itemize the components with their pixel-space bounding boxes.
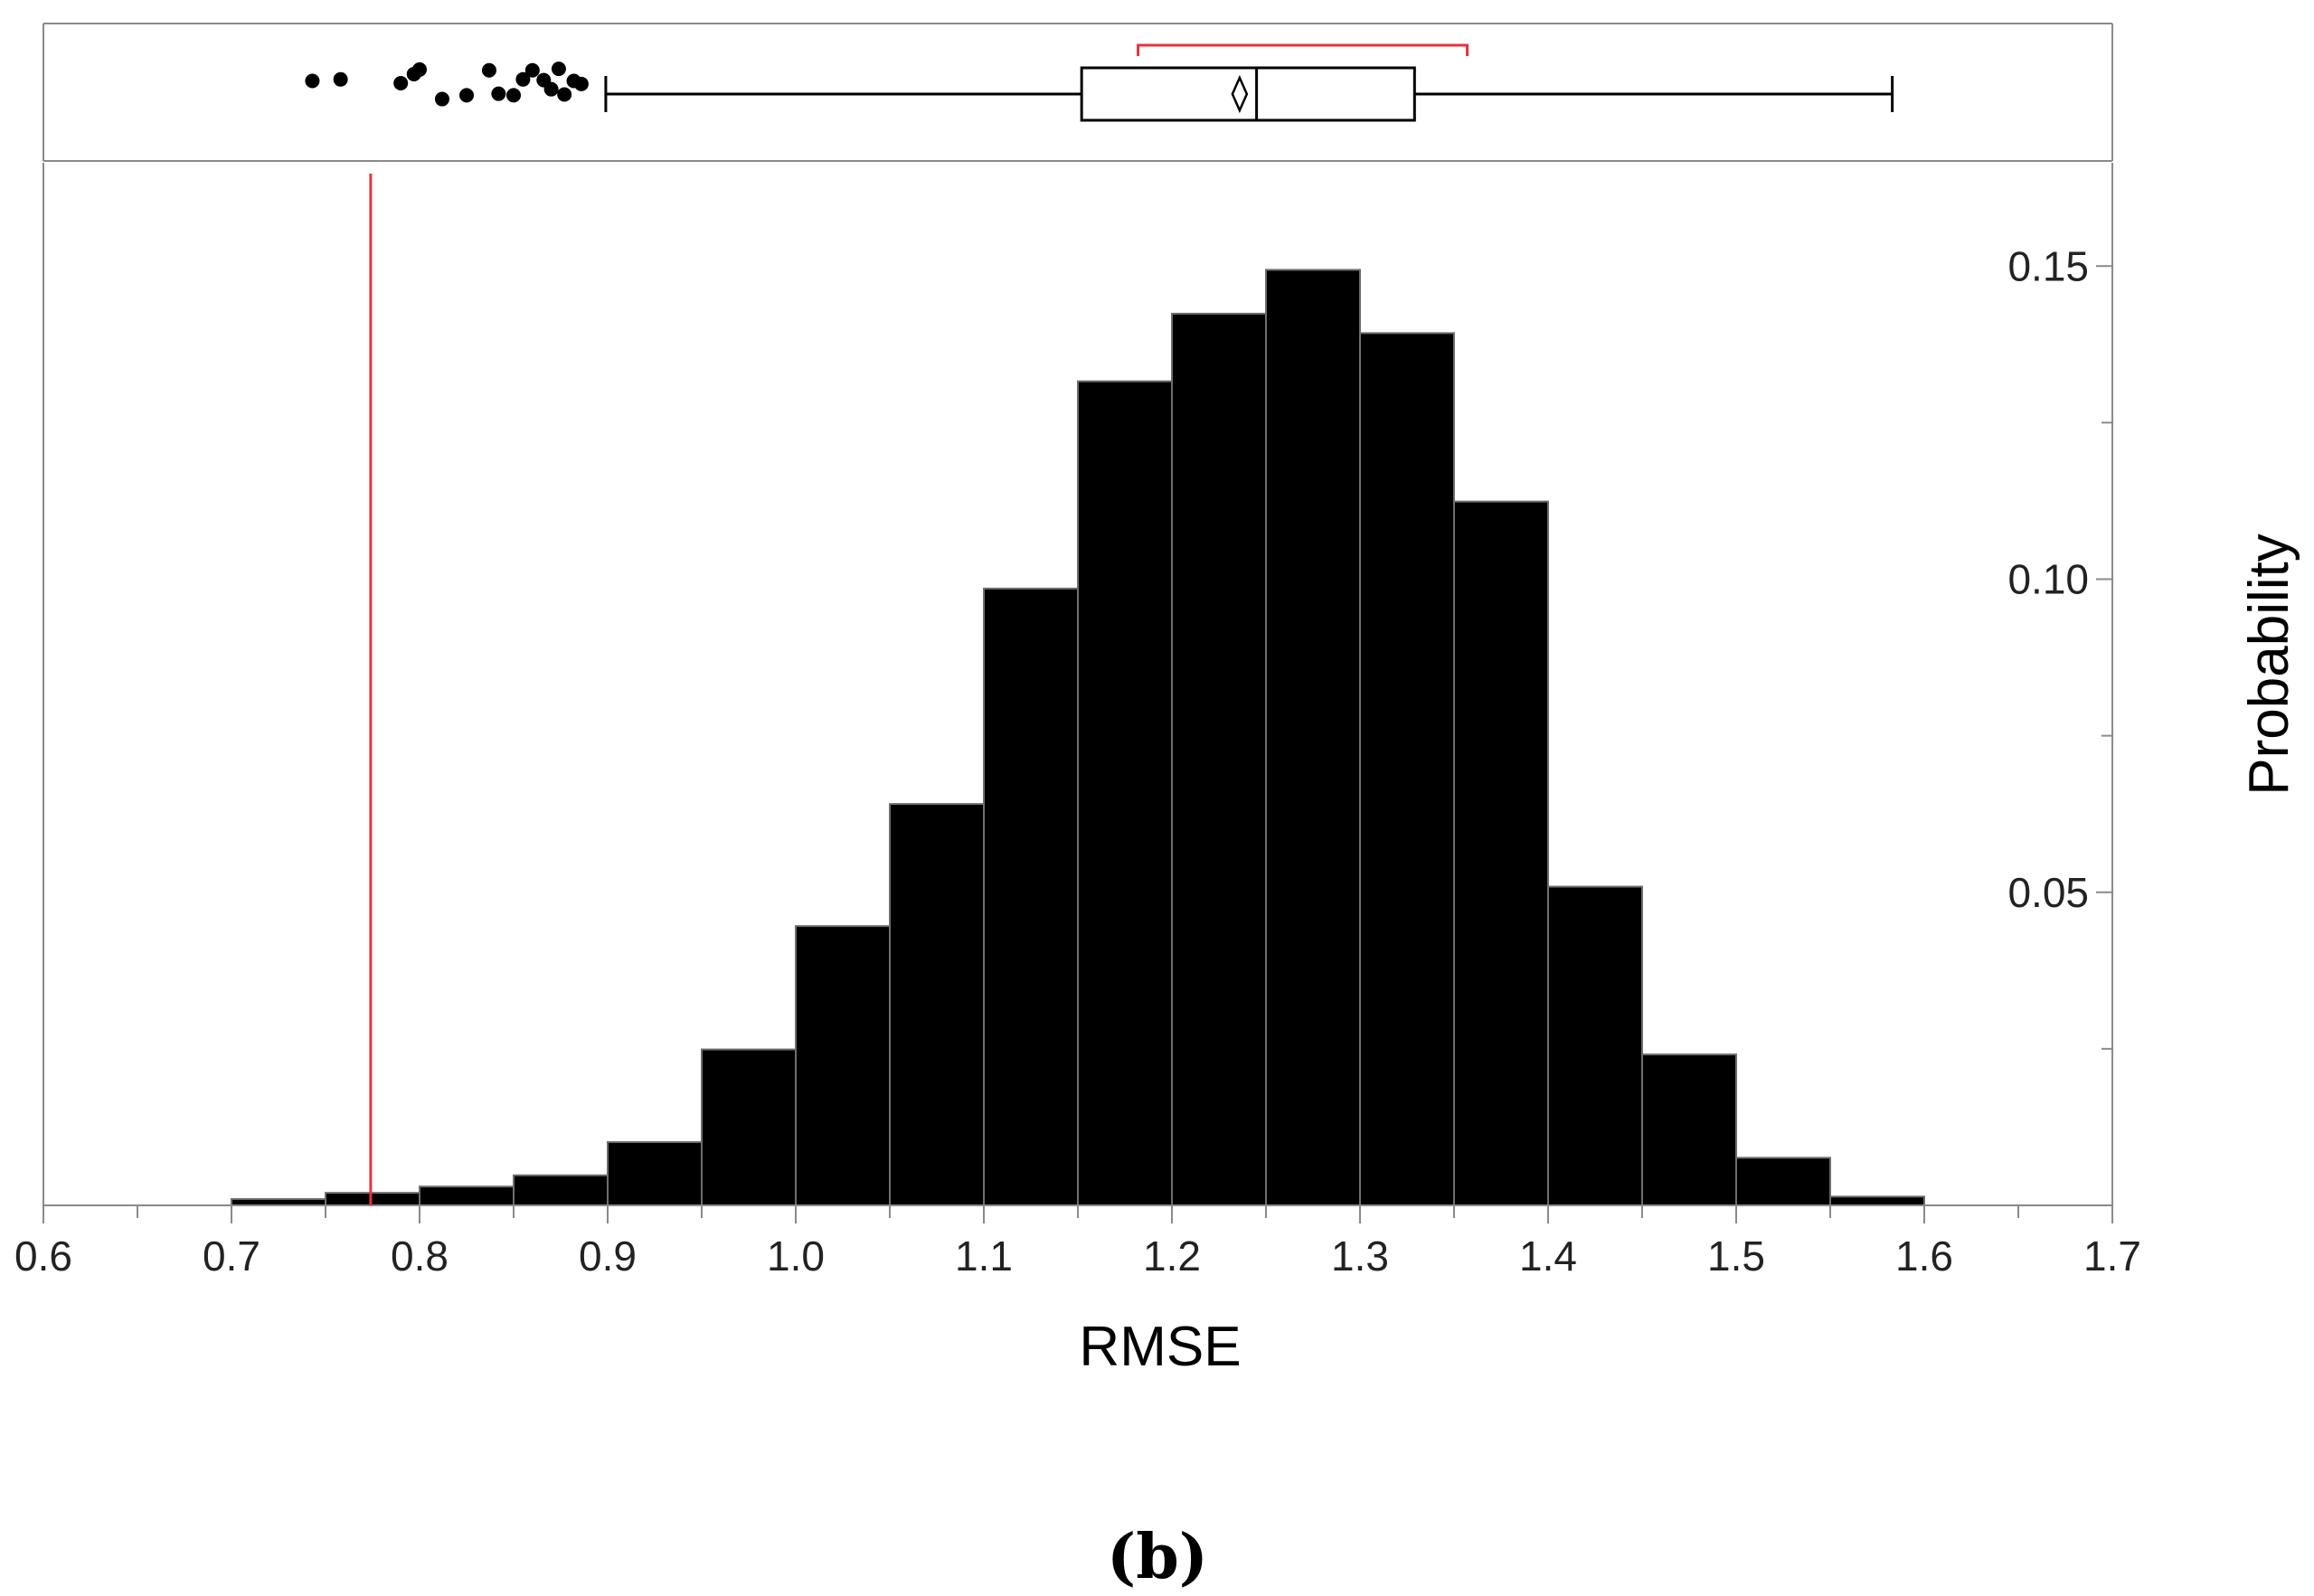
histogram-bar xyxy=(1265,269,1361,1206)
x-tick-label: 0.6 xyxy=(14,1232,72,1280)
y-tick-label: 0.15 xyxy=(2007,242,2089,289)
x-tick-label: 1.6 xyxy=(1895,1232,1953,1280)
x-tick-label: 1.4 xyxy=(1519,1232,1577,1280)
mean-diamond xyxy=(1231,74,1249,114)
outlier-point xyxy=(491,86,506,101)
histogram-bar xyxy=(513,1174,609,1207)
outlier-point xyxy=(524,62,540,78)
histogram-bar xyxy=(701,1048,797,1206)
x-tick-label: 1.5 xyxy=(1707,1232,1765,1280)
histogram-bar xyxy=(1829,1195,1925,1206)
panel-label: (b) xyxy=(1107,1521,1208,1593)
x-tick-label: 0.9 xyxy=(579,1232,637,1280)
x-tick-label: 1.7 xyxy=(2083,1232,2141,1280)
y-tick-label: 0.05 xyxy=(2007,869,2089,916)
histogram-bar xyxy=(325,1192,420,1206)
histogram-bar xyxy=(1171,312,1267,1206)
y-axis-ticks: 0.05 0.10 0.15 xyxy=(2007,242,2112,1050)
outlier-point xyxy=(551,61,566,77)
outlier-point xyxy=(506,88,521,103)
outlier-point xyxy=(333,71,348,87)
x-tick-label: 1.0 xyxy=(767,1232,825,1280)
x-tick-label: 0.8 xyxy=(391,1232,449,1280)
histogram-bar xyxy=(983,587,1079,1206)
outlier-point xyxy=(573,76,589,91)
outlier-point xyxy=(412,61,427,77)
outlier-point xyxy=(481,62,496,78)
histogram-bars xyxy=(231,269,1925,1207)
x-axis-label: RMSE xyxy=(1079,1316,1241,1378)
histogram-bar xyxy=(419,1185,515,1206)
histogram-bar xyxy=(1735,1157,1831,1207)
histogram-bar xyxy=(607,1141,703,1206)
box-panel xyxy=(43,23,2113,162)
histogram-bar xyxy=(231,1198,326,1206)
outlier-point xyxy=(434,91,449,107)
histogram-bar xyxy=(1359,332,1455,1206)
histogram-bar xyxy=(1453,500,1549,1206)
box-plot xyxy=(305,43,1894,122)
x-axis-ticks: 0.6 0.7 0.8 0.9 1.0 1.1 1.2 1.3 1.4 1.5 1.6 1.7 xyxy=(14,1205,2141,1280)
x-tick-label: 1.3 xyxy=(1331,1232,1389,1280)
histogram-bar xyxy=(795,925,891,1206)
outlier-point xyxy=(459,88,474,103)
histogram-panel: 0.6 0.7 0.8 0.9 1.0 1.1 1.2 1.3 1.4 1.5 1.6 1.7 0.0… xyxy=(14,163,2141,1280)
shortest-half-bracket xyxy=(1137,43,1469,56)
histogram-bar xyxy=(1641,1053,1737,1206)
histogram-bar xyxy=(1547,885,1643,1206)
histogram-bar xyxy=(1077,380,1173,1206)
histogram-bar xyxy=(889,803,985,1206)
outlier-point xyxy=(515,71,531,87)
outlier-point xyxy=(543,81,559,97)
x-tick-label: 0.7 xyxy=(203,1232,260,1280)
y-axis-label: Probability xyxy=(2238,534,2300,795)
y-tick-label: 0.10 xyxy=(2007,556,2089,603)
outlier-point xyxy=(557,87,572,102)
x-tick-label: 1.1 xyxy=(955,1232,1013,1280)
outlier-point xyxy=(393,75,409,90)
x-tick-label: 1.2 xyxy=(1143,1232,1201,1280)
outlier-point xyxy=(305,73,320,89)
